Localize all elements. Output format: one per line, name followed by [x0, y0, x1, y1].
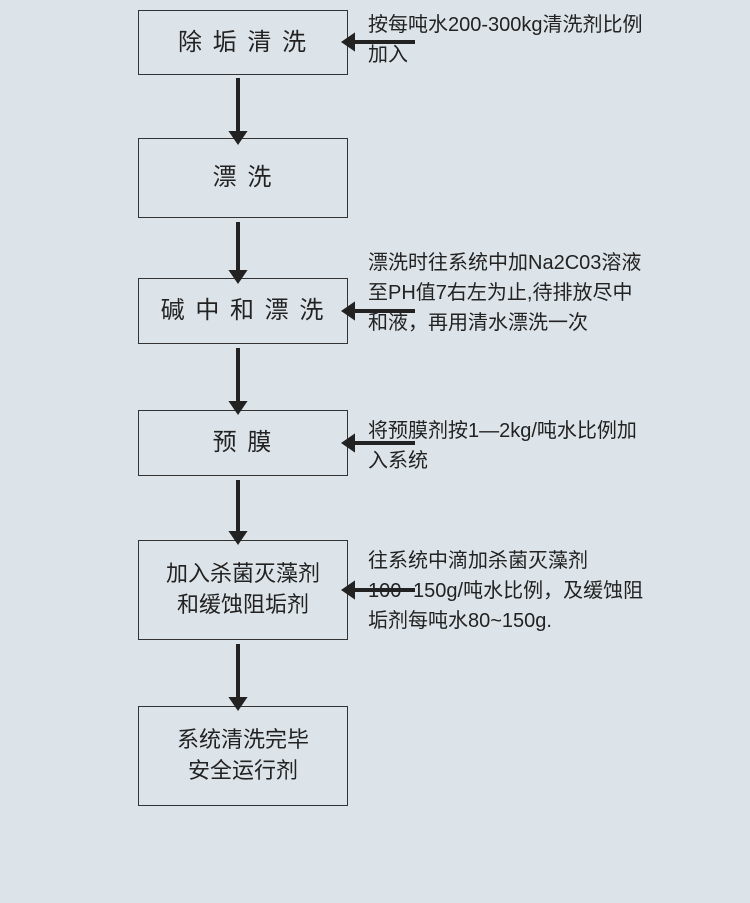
flow-node-5: 加入杀菌灭藻剂 和缓蚀阻垢剂	[138, 540, 348, 640]
arrow-left-4	[339, 576, 415, 604]
arrow-left-1	[339, 28, 415, 56]
flow-node-4-label: 预 膜	[213, 426, 274, 460]
flow-node-4: 预 膜	[138, 410, 348, 476]
arrow-left-2	[339, 297, 415, 325]
arrow-down-2	[224, 222, 252, 288]
flow-node-1: 除 垢 清 洗	[138, 10, 348, 75]
flow-node-5-label: 加入杀菌灭藻剂 和缓蚀阻垢剂	[166, 559, 320, 621]
flow-node-3-label: 碱 中 和 漂 洗	[161, 294, 326, 328]
flow-node-2-label: 漂 洗	[213, 161, 274, 195]
arrow-down-5	[224, 644, 252, 715]
arrow-down-4	[224, 480, 252, 549]
flow-node-6-label: 系统清洗完毕 安全运行剂	[177, 725, 309, 787]
flow-node-2: 漂 洗	[138, 138, 348, 218]
arrow-down-3	[224, 348, 252, 419]
flow-node-6: 系统清洗完毕 安全运行剂	[138, 706, 348, 806]
arrow-down-1	[224, 78, 252, 149]
flow-node-1-label: 除 垢 清 洗	[178, 26, 308, 60]
arrow-left-3	[339, 429, 415, 457]
